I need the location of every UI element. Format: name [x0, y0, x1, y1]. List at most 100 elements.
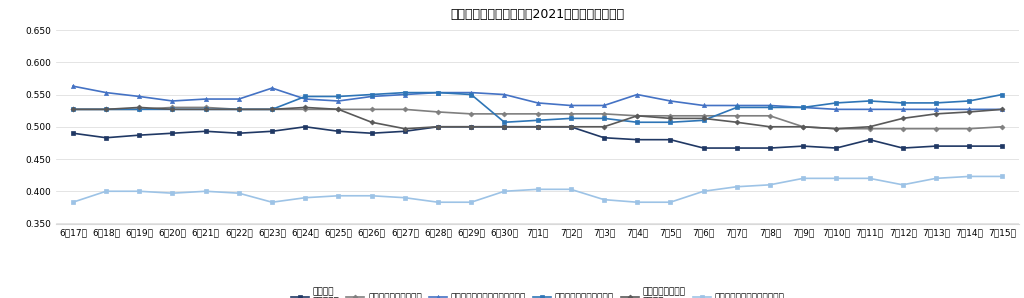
福岡ソフトバンク
ホークス — [665, 117, 677, 120]
オリックスバファローズ — [266, 108, 279, 111]
埼玉西武
ライオンズ — [897, 146, 909, 150]
埼玉西武
ライオンズ — [730, 146, 742, 150]
埼玉西武
ライオンズ — [133, 134, 145, 137]
千葉ロッテマリーンズ — [133, 108, 145, 111]
埼玉西武
ライオンズ — [166, 131, 178, 135]
北海道日本ハムファイターズ — [432, 201, 444, 204]
Line: 東北楽天ゴールデンイーグルス: 東北楽天ゴールデンイーグルス — [71, 84, 1005, 111]
福岡ソフトバンク
ホークス — [531, 125, 544, 128]
オリックスバファローズ — [797, 105, 809, 109]
オリックスバファローズ — [598, 117, 610, 120]
オリックスバファローズ — [366, 93, 378, 96]
千葉ロッテマリーンズ — [564, 112, 577, 116]
オリックスバファローズ — [232, 108, 245, 111]
東北楽天ゴールデンイーグルス — [863, 108, 876, 111]
Line: 北海道日本ハムファイターズ: 北海道日本ハムファイターズ — [71, 174, 1005, 204]
千葉ロッテマリーンズ — [333, 108, 345, 111]
千葉ロッテマリーンズ — [730, 114, 742, 118]
埼玉西武
ライオンズ — [100, 136, 113, 139]
東北楽天ゴールデンイーグルス — [697, 104, 710, 107]
埼玉西武
ライオンズ — [797, 144, 809, 148]
東北楽天ゴールデンイーグルス — [564, 104, 577, 107]
埼玉西武
ライオンズ — [67, 131, 79, 135]
北海道日本ハムファイターズ — [299, 196, 311, 199]
千葉ロッテマリーンズ — [266, 108, 279, 111]
千葉ロッテマリーンズ — [499, 112, 511, 116]
東北楽天ゴールデンイーグルス — [232, 97, 245, 101]
埼玉西武
ライオンズ — [963, 144, 975, 148]
オリックスバファローズ — [531, 119, 544, 122]
オリックスバファローズ — [67, 108, 79, 111]
埼玉西武
ライオンズ — [764, 146, 776, 150]
福岡ソフトバンク
ホークス — [333, 108, 345, 111]
北海道日本ハムファイターズ — [930, 177, 942, 180]
埼玉西武
ライオンズ — [232, 131, 245, 135]
千葉ロッテマリーンズ — [930, 127, 942, 131]
北海道日本ハムファイターズ — [564, 187, 577, 191]
オリックスバファローズ — [133, 108, 145, 111]
オリックスバファローズ — [299, 95, 311, 98]
福岡ソフトバンク
ホークス — [830, 127, 843, 131]
オリックスバファローズ — [730, 105, 742, 109]
オリックスバファローズ — [499, 120, 511, 124]
東北楽天ゴールデンイーグルス — [830, 108, 843, 111]
東北楽天ゴールデンイーグルス — [499, 93, 511, 96]
千葉ロッテマリーンズ — [432, 110, 444, 114]
東北楽天ゴールデンイーグルス — [432, 91, 444, 94]
福岡ソフトバンク
ホークス — [730, 120, 742, 124]
福岡ソフトバンク
ホークス — [598, 125, 610, 128]
埼玉西武
ライオンズ — [996, 144, 1009, 148]
北海道日本ハムファイターズ — [266, 201, 279, 204]
福岡ソフトバンク
ホークス — [863, 125, 876, 128]
北海道日本ハムファイターズ — [996, 175, 1009, 178]
北海道日本ハムファイターズ — [398, 196, 411, 199]
埼玉西武
ライオンズ — [200, 130, 212, 133]
埼玉西武
ライオンズ — [564, 125, 577, 128]
東北楽天ゴールデンイーグルス — [166, 99, 178, 103]
東北楽天ゴールデンイーグルス — [200, 97, 212, 101]
埼玉西武
ライオンズ — [398, 130, 411, 133]
福岡ソフトバンク
ホークス — [996, 108, 1009, 111]
オリックスバファローズ — [930, 101, 942, 105]
千葉ロッテマリーンズ — [232, 108, 245, 111]
東北楽天ゴールデンイーグルス — [963, 108, 975, 111]
東北楽天ゴールデンイーグルス — [366, 95, 378, 98]
千葉ロッテマリーンズ — [963, 127, 975, 131]
東北楽天ゴールデンイーグルス — [996, 108, 1009, 111]
埼玉西武
ライオンズ — [465, 125, 477, 128]
福岡ソフトバンク
ホークス — [564, 125, 577, 128]
千葉ロッテマリーンズ — [897, 127, 909, 131]
北海道日本ハムファイターズ — [499, 190, 511, 193]
東北楽天ゴールデンイーグルス — [398, 93, 411, 96]
福岡ソフトバンク
ホークス — [200, 108, 212, 111]
オリックスバファローズ — [432, 91, 444, 94]
オリックスバファローズ — [200, 108, 212, 111]
東北楽天ゴールデンイーグルス — [531, 101, 544, 105]
東北楽天ゴールデンイーグルス — [299, 97, 311, 101]
北海道日本ハムファイターズ — [333, 194, 345, 198]
千葉ロッテマリーンズ — [465, 112, 477, 116]
オリックスバファローズ — [465, 93, 477, 96]
埼玉西武
ライオンズ — [665, 138, 677, 142]
北海道日本ハムファイターズ — [100, 190, 113, 193]
福岡ソフトバンク
ホークス — [499, 125, 511, 128]
北海道日本ハムファイターズ — [963, 175, 975, 178]
千葉ロッテマリーンズ — [166, 105, 178, 109]
東北楽天ゴールデンイーグルス — [665, 99, 677, 103]
東北楽天ゴールデンイーグルス — [100, 91, 113, 94]
福岡ソフトバンク
ホークス — [166, 108, 178, 111]
千葉ロッテマリーンズ — [67, 108, 79, 111]
北海道日本ハムファイターズ — [598, 198, 610, 201]
オリックスバファローズ — [665, 120, 677, 124]
埼玉西武
ライオンズ — [598, 136, 610, 139]
千葉ロッテマリーンズ — [665, 114, 677, 118]
東北楽天ゴールデンイーグルス — [631, 93, 643, 96]
オリックスバファローズ — [764, 105, 776, 109]
千葉ロッテマリーンズ — [764, 114, 776, 118]
オリックスバファローズ — [333, 95, 345, 98]
千葉ロッテマリーンズ — [797, 125, 809, 128]
福岡ソフトバンク
ホークス — [266, 108, 279, 111]
東北楽天ゴールデンイーグルス — [333, 99, 345, 103]
福岡ソフトバンク
ホークス — [631, 114, 643, 118]
東北楽天ゴールデンイーグルス — [266, 86, 279, 90]
